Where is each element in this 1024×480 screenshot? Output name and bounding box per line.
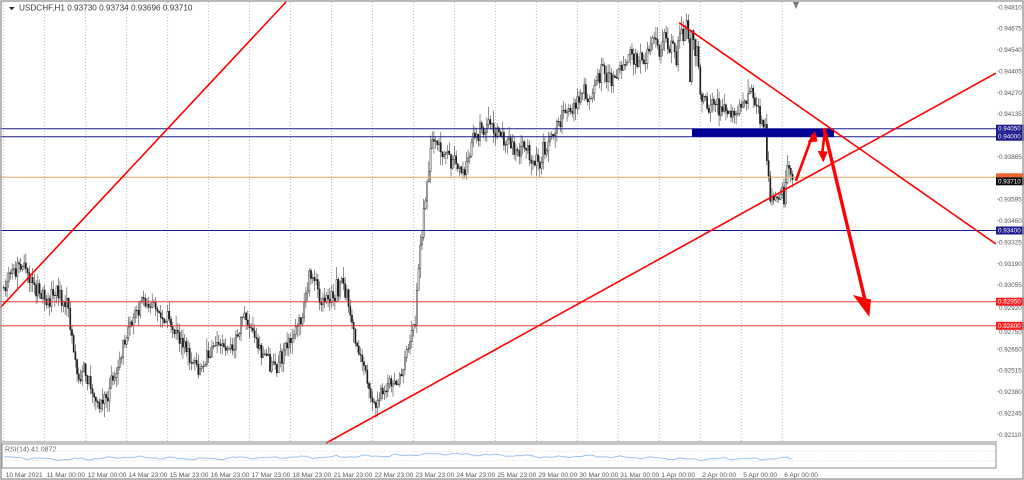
svg-text:1 Apr 00:00: 1 Apr 00:00 [661,472,695,479]
svg-text:21 Mar 23:00: 21 Mar 23:00 [334,472,373,479]
svg-text:29 Mar 00:00: 29 Mar 00:00 [538,472,577,479]
svg-text:2 Apr 00:00: 2 Apr 00:00 [702,472,736,479]
svg-text:RSI(14) 41.0872: RSI(14) 41.0872 [5,447,56,454]
svg-text:5 Apr 00:00: 5 Apr 00:00 [743,472,777,479]
svg-text:12 Mar 00:00: 12 Mar 00:00 [88,472,127,479]
svg-text:31 Mar 00:00: 31 Mar 00:00 [620,472,659,479]
svg-text:0.93055: 0.93055 [999,282,1022,289]
svg-text:17 Mar 23:00: 17 Mar 23:00 [252,472,291,479]
svg-text:14 Mar 23:00: 14 Mar 23:00 [129,472,168,479]
svg-text:16 Mar 23:00: 16 Mar 23:00 [211,472,250,479]
svg-text:6 Apr 00:00: 6 Apr 00:00 [784,472,818,479]
svg-text:0.92750: 0.92750 [999,329,1022,336]
svg-text:0.94675: 0.94675 [999,26,1022,33]
svg-text:0.94540: 0.94540 [999,47,1022,54]
svg-text:0.92515: 0.92515 [999,368,1022,375]
svg-text:0.94050: 0.94050 [998,126,1021,133]
svg-text:0.93325: 0.93325 [999,239,1022,246]
svg-text:0.93710: 0.93710 [998,178,1021,185]
svg-text:24 Mar 23:00: 24 Mar 23:00 [456,472,495,479]
svg-text:11 Mar 00:00: 11 Mar 00:00 [47,472,86,479]
svg-text:0.94405: 0.94405 [999,68,1022,75]
svg-text:0.92110: 0.92110 [999,432,1022,439]
svg-text:USDCHF,H1 0.93730 0.93734 0.: USDCHF,H1 0.93730 0.93734 0.93696 0.9371… [19,3,193,12]
svg-text:0.94000: 0.94000 [998,134,1021,141]
svg-text:10 Mar 2021: 10 Mar 2021 [6,472,43,479]
svg-text:15 Mar 23:00: 15 Mar 23:00 [170,472,209,479]
svg-text:0.93460: 0.93460 [999,218,1022,225]
svg-text:0.92245: 0.92245 [999,410,1022,417]
svg-text:25 Mar 23:00: 25 Mar 23:00 [497,472,536,479]
svg-text:0.93595: 0.93595 [999,197,1022,204]
svg-text:0.92920: 0.92920 [999,305,1022,312]
svg-text:22 Mar 23:00: 22 Mar 23:00 [375,472,414,479]
svg-text:0.93400: 0.93400 [998,228,1021,235]
svg-text:0.94810: 0.94810 [999,4,1022,11]
svg-text:0.92380: 0.92380 [999,389,1022,396]
svg-text:0.92650: 0.92650 [999,346,1022,353]
svg-text:18 Mar 23:00: 18 Mar 23:00 [293,472,332,479]
svg-text:0.94135: 0.94135 [999,111,1022,118]
svg-text:30 Mar 00:00: 30 Mar 00:00 [579,472,618,479]
svg-text:0.92950: 0.92950 [998,299,1021,306]
svg-text:0.92800: 0.92800 [998,323,1021,330]
svg-text:23 Mar 23:00: 23 Mar 23:00 [415,472,454,479]
svg-text:0.93190: 0.93190 [999,261,1022,268]
svg-text:0.94270: 0.94270 [999,90,1022,97]
svg-text:0.93865: 0.93865 [999,154,1022,161]
